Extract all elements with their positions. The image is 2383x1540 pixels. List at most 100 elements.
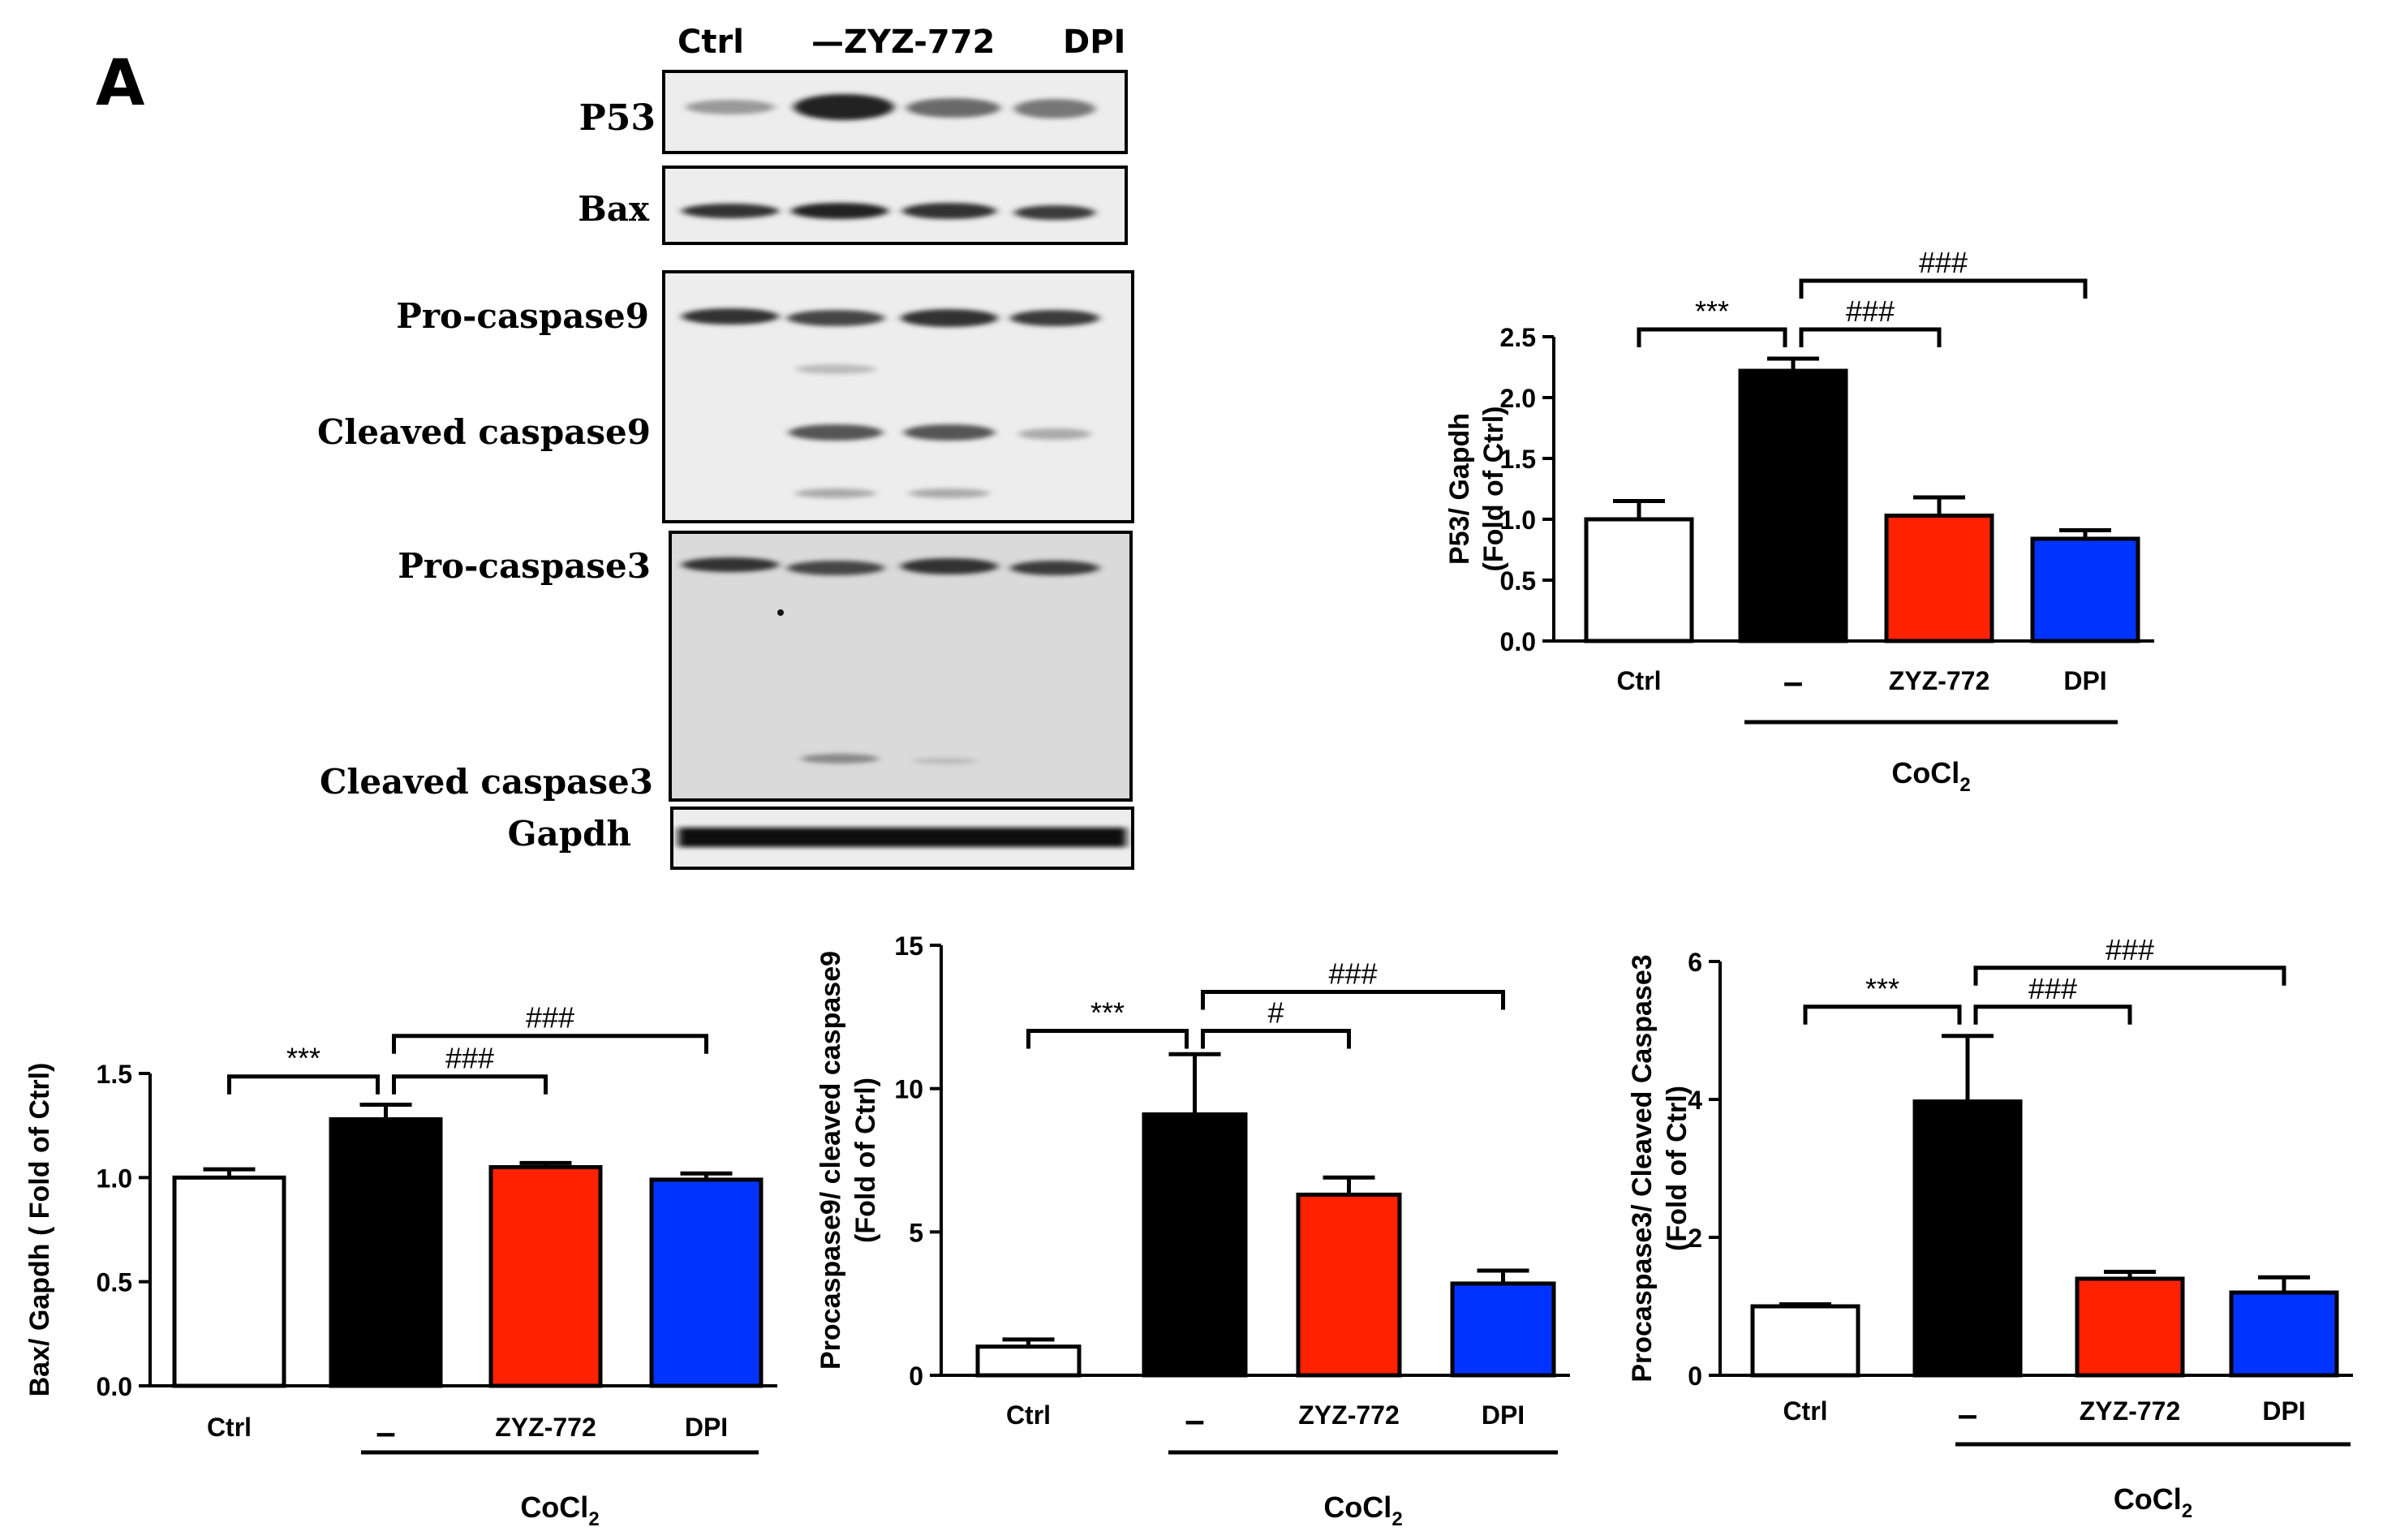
- blot-box-caspase9: [662, 270, 1134, 523]
- chart-svg-casp3: 0 2 4 6 Procaspase3/ Cleaved Caspase3 (Fold o…: [1627, 933, 2353, 1522]
- bar-1: [329, 1116, 443, 1388]
- chart-svg-casp9: 0 5 10 15 Procaspase9/ cleaved caspase9 (Fold…: [815, 931, 1570, 1530]
- lane-label-dpi: DPI: [1063, 24, 1125, 61]
- significance-bracket-1: [1799, 327, 1942, 347]
- bar-0: [1584, 517, 1694, 643]
- y-tick-label: 6: [1688, 948, 1702, 977]
- chart-bax-gapdh: 0.0 0.5 1.0 1.5 Bax/ Gapdh ( Fold of Ctrl) Ct…: [0, 884, 787, 1540]
- significance-label-1: #: [1267, 996, 1284, 1029]
- category-label-1: –: [1185, 1400, 1204, 1440]
- y-tick-label: 0.0: [97, 1372, 132, 1401]
- lane-label-zyz772: —ZYZ-772: [811, 24, 995, 61]
- category-label-2: ZYZ-772: [495, 1413, 596, 1442]
- bar-3: [1450, 1281, 1556, 1378]
- blot-row-label-cleaved-caspase3: Cleaved caspase3: [320, 762, 653, 802]
- y-tick-label: 0: [1688, 1361, 1702, 1391]
- significance-bracket-2: [1201, 989, 1505, 1010]
- significance-label-0: ***: [1695, 295, 1729, 328]
- blot-row-label-bax: Bax: [578, 189, 650, 229]
- category-label-0: Ctrl: [1783, 1396, 1827, 1426]
- panel-letter: A: [96, 47, 145, 120]
- group-label: CoCl2: [520, 1491, 599, 1530]
- blot-box-gapdh: [670, 807, 1134, 870]
- y-tick-label: 2.0: [1500, 384, 1536, 413]
- significance-label-0: ***: [1865, 972, 1899, 1005]
- y-tick-label: 1.0: [97, 1164, 132, 1193]
- significance-label-0: ***: [286, 1042, 320, 1075]
- category-label-2: ZYZ-772: [1298, 1400, 1399, 1430]
- bar-1: [1738, 368, 1848, 643]
- bar-3: [649, 1177, 764, 1388]
- y-tick-label: 15: [894, 931, 923, 961]
- western-blot: Ctrl —ZYZ-772 DPI P53 Bax Pro-caspase9 C…: [317, 24, 1134, 870]
- bar-0: [1750, 1304, 1860, 1378]
- bar-0: [172, 1175, 286, 1388]
- blot-box-bax: [662, 166, 1128, 245]
- lane-label-ctrl: Ctrl: [677, 24, 744, 61]
- y-tick-label: 0: [909, 1361, 923, 1391]
- group-label: CoCl2: [1323, 1491, 1402, 1530]
- bar-3: [2229, 1290, 2339, 1378]
- y-axis-title: (Fold of Ctrl): [1478, 407, 1509, 572]
- y-tick-label: 4: [1688, 1086, 1702, 1115]
- bar-3: [2030, 536, 2140, 643]
- significance-bracket-0: [1637, 327, 1787, 347]
- y-tick-label: 0.5: [97, 1268, 132, 1297]
- significance-bracket-0: [227, 1074, 380, 1095]
- category-label-3: DPI: [2063, 666, 2106, 695]
- y-axis-title: P53/ Gapdh: [1444, 413, 1475, 565]
- category-label-3: DPI: [1482, 1400, 1525, 1430]
- y-axis-title: Bax/ Gapdh ( Fold of Ctrl): [24, 1063, 55, 1397]
- bar-1: [1142, 1112, 1248, 1378]
- significance-label-1: ###: [1846, 295, 1895, 328]
- bar-2: [2075, 1276, 2185, 1378]
- category-label-2: ZYZ-772: [1889, 666, 1989, 695]
- significance-bracket-0: [1026, 1028, 1189, 1049]
- significance-label-2: ###: [1328, 957, 1377, 990]
- y-axis-title: Procaspase9/ cleaved caspase9: [815, 951, 846, 1370]
- y-tick-label: 1.0: [1500, 505, 1536, 535]
- blot-box-caspase3: [669, 531, 1133, 802]
- bar-0: [975, 1344, 1082, 1378]
- category-label-0: Ctrl: [1006, 1400, 1051, 1430]
- y-tick-label: 10: [894, 1075, 923, 1104]
- significance-bracket-2: [392, 1034, 708, 1054]
- y-tick-label: 0.0: [1500, 627, 1536, 656]
- bar-2: [1296, 1192, 1402, 1378]
- bar-1: [1912, 1099, 2023, 1378]
- significance-label-1: ###: [445, 1042, 494, 1075]
- y-tick-label: 2: [1688, 1224, 1702, 1253]
- significance-bracket-2: [1799, 278, 2088, 299]
- group-label: CoCl2: [1891, 756, 1970, 796]
- significance-bracket-0: [1803, 1004, 1962, 1025]
- blot-row-label-cleaved-caspase9: Cleaved caspase9: [317, 412, 651, 452]
- y-tick-label: 5: [909, 1218, 923, 1247]
- bar-2: [488, 1165, 603, 1388]
- significance-bracket-2: [1973, 966, 2286, 986]
- significance-bracket-1: [1973, 1004, 2132, 1025]
- significance-bracket-1: [1201, 1028, 1351, 1049]
- significance-label-2: ###: [2106, 933, 2154, 966]
- blot-row-label-gapdh: Gapdh: [508, 814, 631, 854]
- significance-label-1: ###: [2028, 972, 2077, 1005]
- category-label-3: DPI: [685, 1413, 728, 1442]
- chart-procaspase9-cleaved-caspase9: 0 5 10 15 Procaspase9/ cleaved caspase9 (Fold…: [803, 884, 1582, 1540]
- category-label-1: –: [1958, 1395, 1977, 1435]
- category-label-1: –: [376, 1413, 395, 1452]
- significance-bracket-1: [392, 1074, 548, 1095]
- significance-label-2: ###: [526, 1001, 574, 1035]
- blot-row-label-pro-caspase9: Pro-caspase9: [396, 296, 649, 336]
- y-tick-label: 1.5: [1500, 445, 1536, 474]
- category-label-0: Ctrl: [1616, 666, 1661, 695]
- y-tick-label: 1.5: [97, 1060, 132, 1089]
- chart-svg-p53: 0.0 0.5 1.0 1.5 2.0 2.5 P53/ Gapdh (Fold of Ctr…: [1444, 246, 2154, 796]
- category-label-2: ZYZ-772: [2080, 1396, 2180, 1426]
- category-label-0: Ctrl: [207, 1413, 252, 1442]
- blot-row-label-pro-caspase3: Pro-caspase3: [398, 546, 651, 586]
- chart-svg-bax: 0.0 0.5 1.0 1.5 Bax/ Gapdh ( Fold of Ctrl) Ct…: [24, 1001, 777, 1530]
- y-tick-label: 0.5: [1500, 566, 1536, 596]
- blot-row-label-p53: P53: [579, 97, 656, 139]
- blot-box-p53: [662, 70, 1128, 154]
- significance-label-0: ***: [1090, 996, 1125, 1029]
- category-label-1: –: [1783, 662, 1803, 702]
